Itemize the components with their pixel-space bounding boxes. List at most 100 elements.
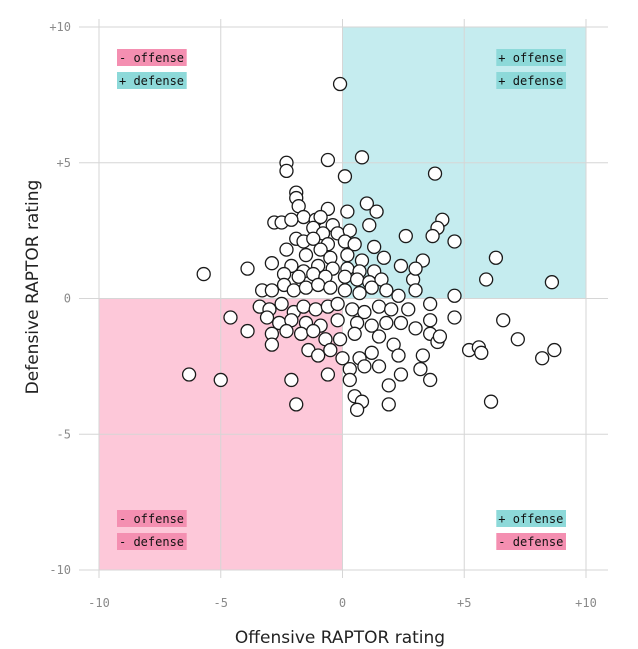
player-point bbox=[335, 351, 350, 366]
y-tick-label: -10 bbox=[49, 563, 71, 577]
player-point bbox=[279, 163, 294, 179]
player-point bbox=[342, 372, 357, 388]
y-tick-label: +10 bbox=[49, 20, 71, 34]
player-point bbox=[337, 269, 353, 284]
player-point bbox=[432, 329, 448, 344]
quadrant-labels: - offense + defense + offense + defense - of… bbox=[117, 49, 566, 550]
player-point bbox=[359, 196, 375, 211]
quadrant-label-bg bbox=[117, 533, 187, 550]
x-tick-label: +10 bbox=[575, 596, 597, 610]
player-point bbox=[413, 361, 428, 377]
x-axis-title: Offensive RAPTOR rating bbox=[235, 628, 445, 648]
player-point bbox=[379, 315, 394, 331]
y-axis-title: Defensive RAPTOR rating bbox=[23, 180, 43, 395]
player-point bbox=[381, 378, 396, 393]
player-point bbox=[369, 204, 384, 219]
player-point bbox=[354, 150, 370, 165]
y-tick-label: 0 bbox=[64, 292, 71, 306]
quadrant-label: + offense bbox=[498, 51, 563, 65]
quadrant-label: + offense bbox=[498, 512, 563, 526]
player-point bbox=[408, 283, 423, 298]
player-point bbox=[264, 337, 280, 352]
player-point bbox=[320, 367, 336, 382]
player-point bbox=[427, 166, 443, 181]
quadrant-label: - defense bbox=[498, 535, 563, 549]
player-point bbox=[488, 250, 504, 265]
player-point bbox=[393, 315, 409, 331]
player-point bbox=[284, 212, 299, 227]
player-point bbox=[381, 397, 396, 412]
player-point bbox=[320, 152, 336, 168]
player-point bbox=[349, 402, 365, 417]
player-point bbox=[332, 76, 348, 92]
player-point bbox=[296, 209, 311, 225]
quadrant-label: - offense bbox=[119, 512, 184, 526]
x-tick-label: -5 bbox=[214, 596, 228, 610]
player-point bbox=[423, 296, 438, 312]
player-point bbox=[371, 329, 387, 344]
player-point bbox=[393, 367, 409, 382]
player-point bbox=[240, 261, 255, 276]
player-point bbox=[367, 239, 382, 255]
player-point bbox=[337, 169, 353, 184]
quadrant-label-bg bbox=[496, 510, 566, 527]
player-point bbox=[310, 348, 326, 363]
y-tick-label: -5 bbox=[57, 427, 71, 441]
player-point bbox=[391, 288, 406, 303]
player-point bbox=[291, 269, 306, 284]
player-point bbox=[289, 397, 304, 412]
player-point bbox=[401, 302, 416, 317]
player-point bbox=[330, 296, 345, 312]
player-point bbox=[340, 204, 355, 219]
player-point bbox=[408, 261, 423, 276]
player-point bbox=[298, 280, 314, 295]
player-point bbox=[286, 283, 301, 298]
player-points bbox=[181, 76, 562, 417]
grid-lines bbox=[79, 19, 608, 578]
player-point bbox=[496, 313, 511, 328]
player-point bbox=[264, 256, 280, 271]
player-point bbox=[347, 326, 362, 341]
quadrant-label-bg bbox=[496, 533, 566, 550]
player-point bbox=[337, 283, 353, 298]
player-point bbox=[398, 228, 413, 244]
player-point bbox=[298, 247, 314, 263]
player-point bbox=[345, 302, 360, 317]
player-point bbox=[308, 302, 323, 317]
quadrant-label-bg bbox=[496, 72, 566, 89]
player-point bbox=[347, 237, 362, 252]
quadrant-label-bg bbox=[117, 72, 187, 89]
player-point bbox=[313, 242, 328, 257]
x-axis-ticks: -10 -5 0 +5 +10 bbox=[88, 596, 597, 610]
player-point bbox=[371, 359, 387, 374]
player-point bbox=[279, 323, 294, 339]
player-point bbox=[284, 372, 299, 388]
player-point bbox=[362, 218, 377, 233]
player-point bbox=[223, 310, 238, 325]
player-point bbox=[415, 348, 431, 363]
player-point bbox=[425, 228, 440, 244]
player-point bbox=[340, 247, 355, 263]
player-point bbox=[196, 266, 211, 282]
player-point bbox=[510, 332, 525, 347]
player-point bbox=[544, 275, 560, 290]
player-point bbox=[364, 318, 379, 333]
player-point bbox=[535, 351, 550, 366]
quadrant-label-bg bbox=[496, 49, 566, 66]
quadrant-label: + defense bbox=[119, 74, 184, 88]
player-point bbox=[306, 231, 321, 246]
player-point bbox=[181, 367, 197, 382]
player-point bbox=[323, 342, 338, 358]
player-point bbox=[264, 283, 280, 298]
player-point bbox=[279, 242, 294, 257]
player-point bbox=[330, 313, 345, 328]
player-point bbox=[376, 250, 392, 265]
player-point bbox=[547, 342, 562, 358]
x-tick-label: +5 bbox=[457, 596, 471, 610]
player-point bbox=[408, 321, 423, 336]
player-point bbox=[259, 310, 275, 325]
quadrant-label-bg bbox=[117, 510, 187, 527]
player-point bbox=[483, 394, 499, 409]
player-point bbox=[423, 313, 438, 328]
